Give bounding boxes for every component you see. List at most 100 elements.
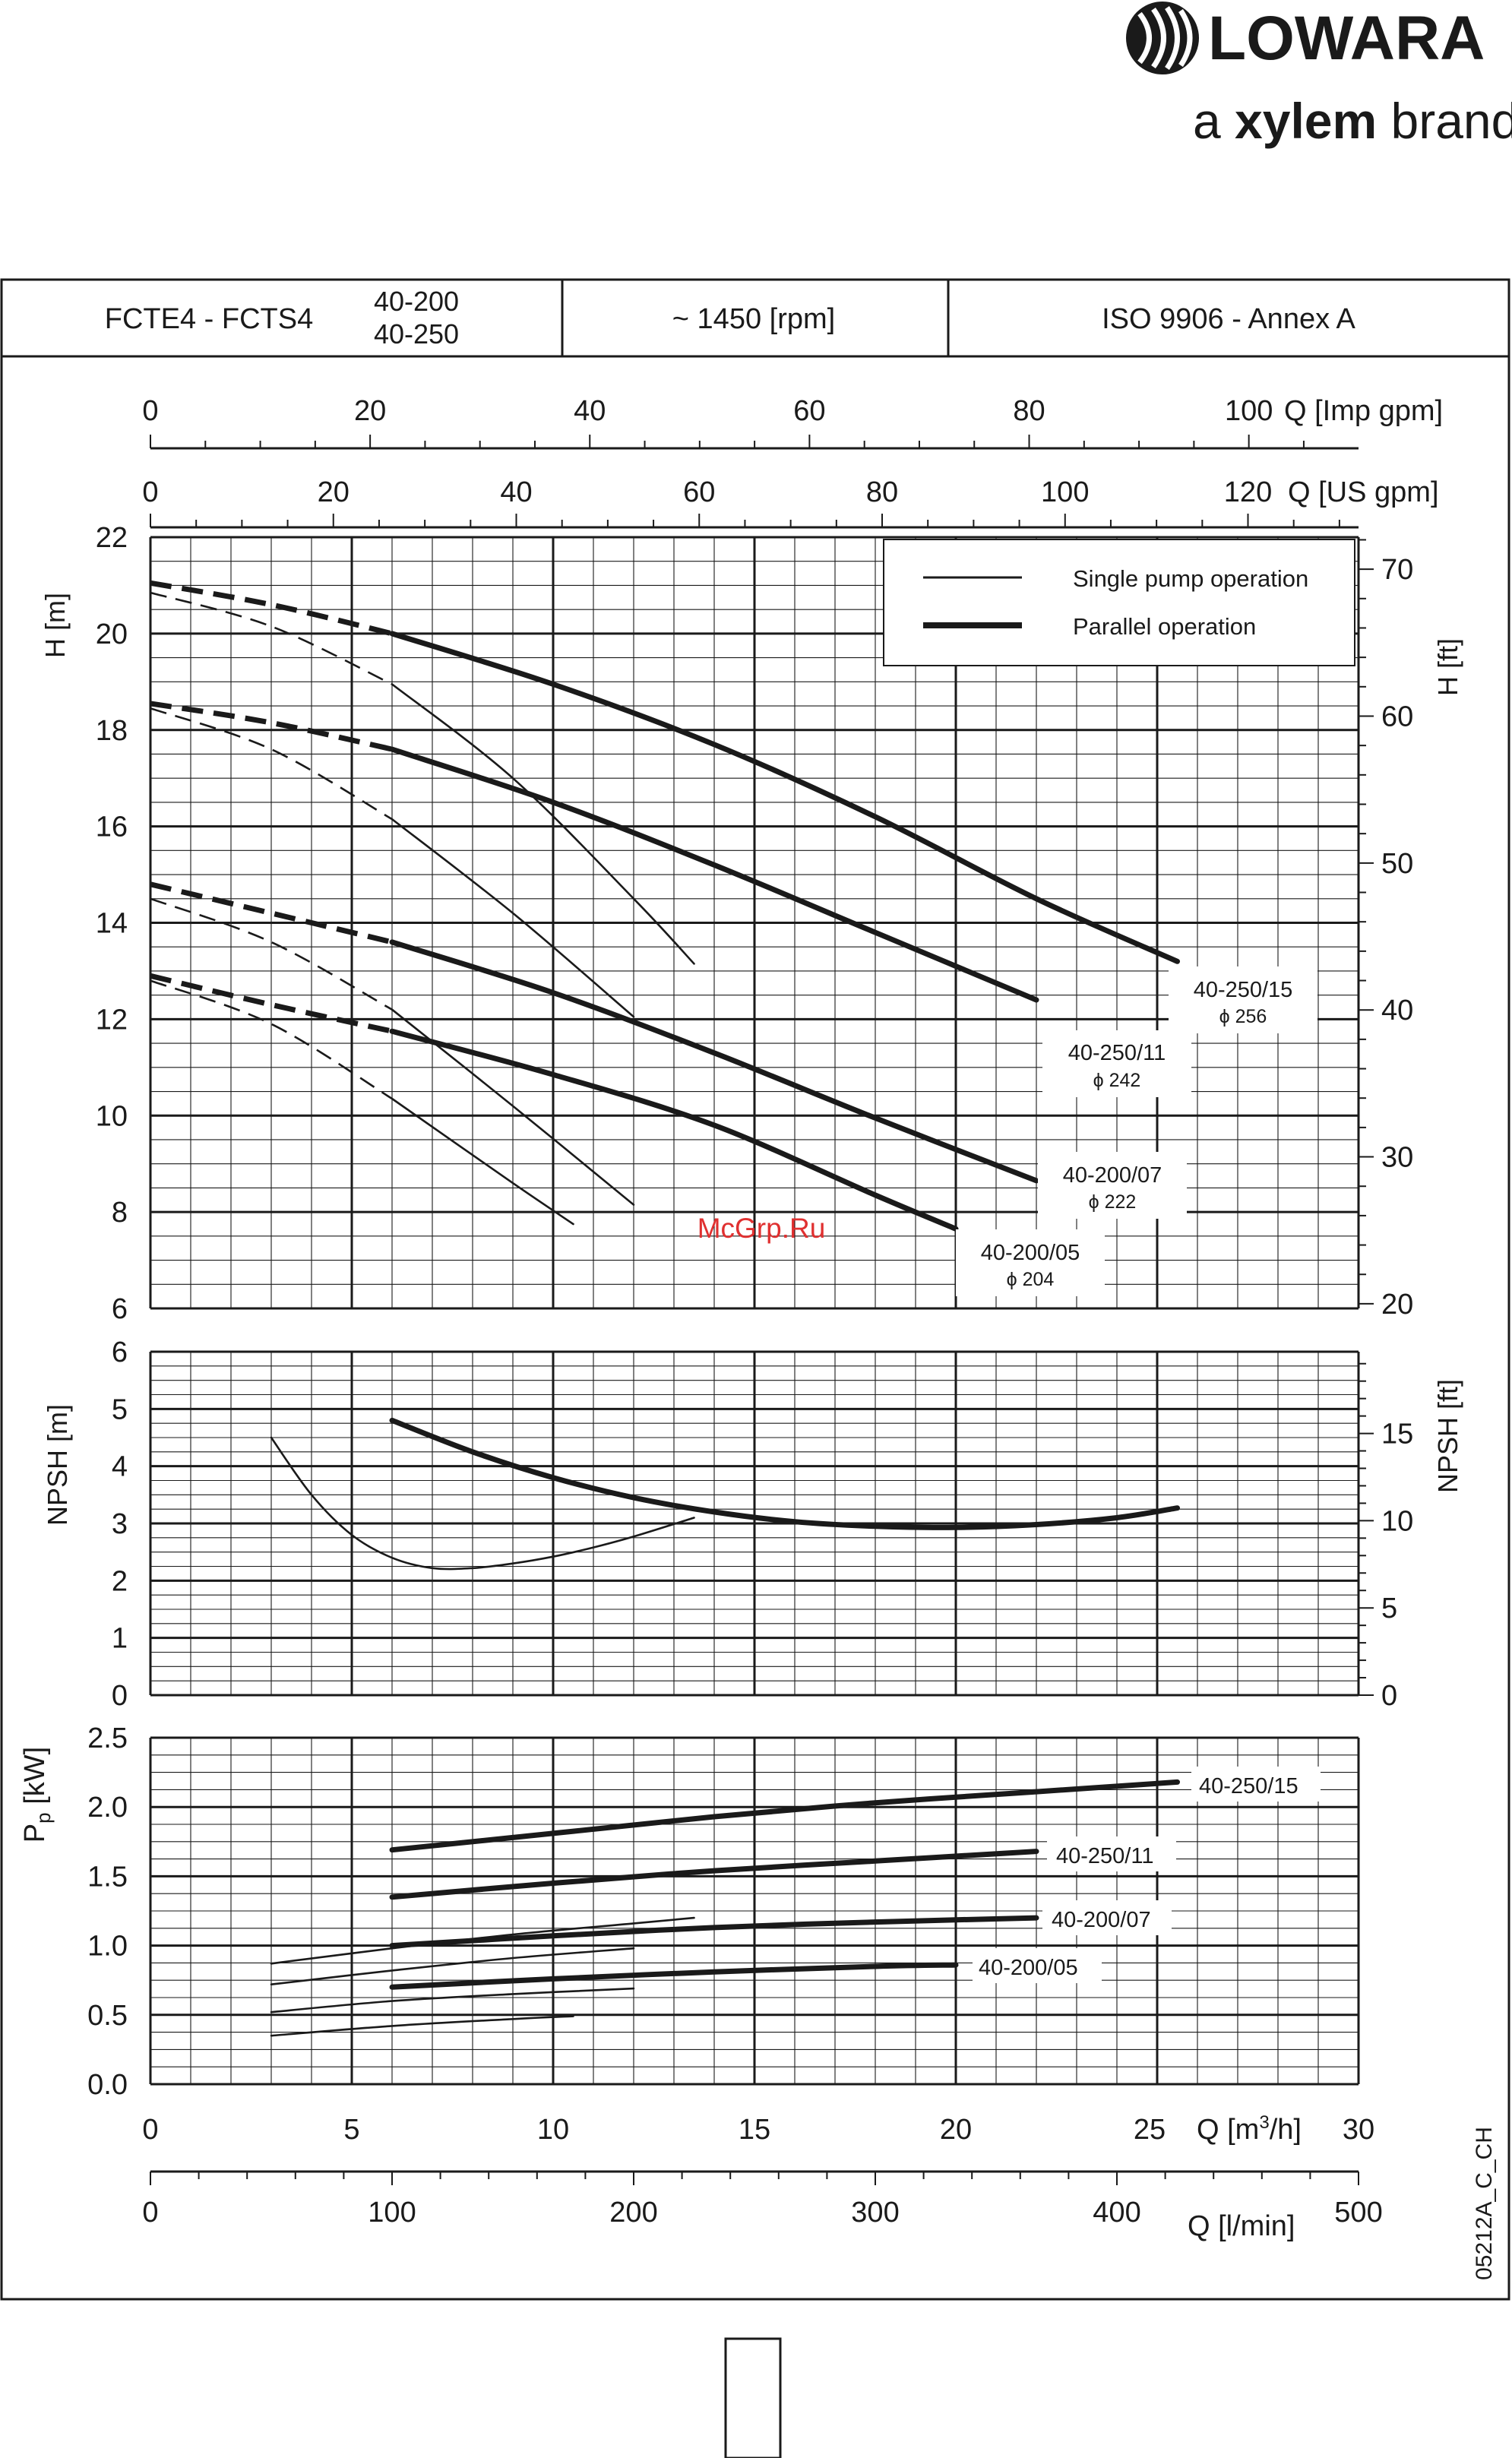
40-250-15-single-curve — [391, 683, 695, 965]
top-tick-label: 0 — [142, 395, 158, 427]
curve-labels: 40-250/15 ϕ 256 40-250/11 ϕ 242 40-200/0… — [956, 966, 1317, 1296]
y-tick-label-right: 50 — [1381, 848, 1413, 880]
y-tick-label: 8 — [112, 1197, 128, 1229]
x-tick-label: 15 — [739, 2114, 770, 2146]
watermark: McGrp.Ru — [697, 1213, 826, 1244]
npsh-curves — [270, 1417, 1180, 1571]
lmin-axis-label: Q [l/min] — [1188, 2210, 1295, 2242]
legend-single-label: Single pump operation — [1073, 565, 1308, 592]
label-bg — [956, 1229, 1105, 1296]
curve-label-model: 40-200/07 — [1063, 1163, 1162, 1188]
head-y-label: H [m] — [40, 593, 71, 658]
npsh-grid — [149, 1350, 1360, 1697]
40-250-11-single-curve-extrapolated — [150, 707, 393, 821]
page-number-box — [724, 2337, 782, 2458]
y-tick-label-right: 0 — [1381, 1680, 1397, 1712]
y-tick-label-right: 70 — [1381, 554, 1413, 586]
y-tick-label: 0.0 — [87, 2069, 128, 2101]
y-tick-label-right: 15 — [1381, 1419, 1413, 1450]
curve-label-diameter: ϕ 242 — [1093, 1070, 1141, 1091]
y-tick-label: 1.0 — [87, 1931, 128, 1963]
y-tick-label: 12 — [96, 1004, 128, 1036]
label-bg — [1169, 966, 1317, 1033]
x-tick-label: 200 — [609, 2197, 657, 2229]
header-speed: ~ 1450 [rpm] — [672, 303, 835, 335]
top-tick-label: 20 — [354, 395, 386, 427]
y-tick-label: 1 — [112, 1623, 128, 1655]
x-tick-label: 25 — [1134, 2114, 1166, 2146]
npsh-y-ticks-right: 0 5 10 15 — [1359, 1362, 1413, 1712]
power-curve-label: 40-250/11 — [1056, 1844, 1153, 1868]
lowara-logo: LOWARA a xylem brand — [1126, 2, 1512, 149]
40-250-11-single-curve — [270, 1947, 635, 1985]
40-250-11-parallel-curve — [389, 1849, 1039, 1900]
y-tick-label: 3 — [112, 1508, 128, 1540]
curve-label-diameter: ϕ 222 — [1089, 1191, 1137, 1213]
40-200-07-single-curve-extrapolated — [150, 897, 393, 1011]
y-tick-label: 5 — [112, 1393, 128, 1425]
legend-parallel-label: Parallel operation — [1073, 613, 1256, 640]
power-y-ticks: 0.0 0.5 1.0 1.5 2.0 2.5 — [87, 1722, 128, 2101]
legend-box — [883, 539, 1355, 666]
top-tick-label: 100 — [1041, 476, 1089, 508]
40-200-07-single-curve — [391, 1008, 635, 1206]
y-tick-label: 22 — [96, 522, 128, 554]
top-tick-label: 40 — [574, 395, 606, 427]
40-200-05-single-curve-extrapolated — [150, 979, 393, 1100]
40-250-15-single-curve — [270, 1916, 695, 1965]
chart-frame — [0, 278, 1510, 2301]
y-tick-label-right: 60 — [1381, 701, 1413, 732]
npsh-y-label: NPSH [m] — [42, 1404, 73, 1526]
y-tick-label: 2 — [112, 1565, 128, 1597]
head-y-ticks-right: 20 30 40 50 60 70 — [1359, 539, 1413, 1321]
x-tick-label: 10 — [537, 2114, 569, 2146]
curve-label-model: 40-250/11 — [1068, 1041, 1166, 1065]
power-y-label: Pp [kW] — [19, 1747, 55, 1843]
power-curve-label: 40-200/07 — [1052, 1908, 1151, 1932]
npsh-y-ticks: 0 1 2 3 4 5 6 — [112, 1337, 128, 1712]
power-curve-labels: 40-250/15 40-250/11 40-200/07 40-200/05 — [973, 1767, 1321, 1983]
top-tick-label: 100 — [1225, 395, 1273, 427]
x-tick-label: 5 — [343, 2114, 359, 2146]
legend: Single pump operation Parallel operation — [883, 539, 1355, 666]
y-tick-label-right: 30 — [1381, 1142, 1413, 1174]
header-size: 40-200 — [374, 286, 459, 317]
bottom-flow-axes: Q [m3/h] Q [l/min] 0 5 10 15 20 25 300 100 200 30… — [142, 2112, 1382, 2242]
top-tick-label: 120 — [1224, 476, 1272, 508]
m3h-axis-label: Q [m3/h] — [1197, 2112, 1302, 2146]
y-tick-label: 2.0 — [87, 1792, 128, 1824]
label-bg — [1038, 1152, 1187, 1219]
label-bg — [1191, 1767, 1321, 1802]
top-flow-axes: Q [Imp gpm] Q [US gpm] 0 20 40 60 80 100 0 20 40… — [142, 395, 1443, 529]
40-250-15-single-curve-extrapolated — [150, 591, 393, 685]
y-tick-label: 2.5 — [87, 1722, 128, 1754]
y-tick-label: 4 — [112, 1451, 128, 1483]
x-tick-label: 300 — [851, 2197, 899, 2229]
power-panel: 0.0 0.5 1.0 1.5 2.0 2.5 Pp [kW] 40-250/15 40-… — [19, 1722, 1360, 2101]
x-tick-label: 100 — [368, 2197, 416, 2229]
top-tick-label: 0 — [142, 476, 158, 508]
y-tick-label: 6 — [112, 1293, 128, 1325]
40-200-07-parallel-curve — [389, 939, 1039, 1184]
top-tick-label: 60 — [793, 395, 825, 427]
power-curve-label: 40-200/05 — [979, 1956, 1078, 1980]
drawing-code: 05212A_C_CH — [1472, 2127, 1497, 2280]
curve-label-model: 40-250/15 — [1194, 978, 1293, 1002]
power-curves — [270, 1779, 1180, 2037]
top-tick-label: 80 — [1013, 395, 1045, 427]
npsh-y-label-right: NPSH [ft] — [1432, 1379, 1463, 1493]
y-tick-label: 0.5 — [87, 2000, 128, 2032]
brand-tagline: a xylem brand — [1193, 93, 1512, 149]
top-tick-label: 80 — [866, 476, 898, 508]
head-y-ticks: 6 8 10 12 14 16 18 20 22 — [96, 522, 128, 1325]
lowara-emblem-icon — [1126, 2, 1199, 74]
40-250-15-parallel-curve — [389, 631, 1180, 964]
40-250-11-parallel-curve — [389, 746, 1039, 1003]
curve-label-diameter: ϕ 204 — [1007, 1269, 1055, 1290]
label-bg — [1042, 1900, 1172, 1935]
label-bg — [1047, 1836, 1176, 1871]
top-tick-label: 40 — [500, 476, 532, 508]
y-tick-label-right: 20 — [1381, 1289, 1413, 1321]
40-250-15-parallel-curve — [389, 1779, 1180, 1853]
